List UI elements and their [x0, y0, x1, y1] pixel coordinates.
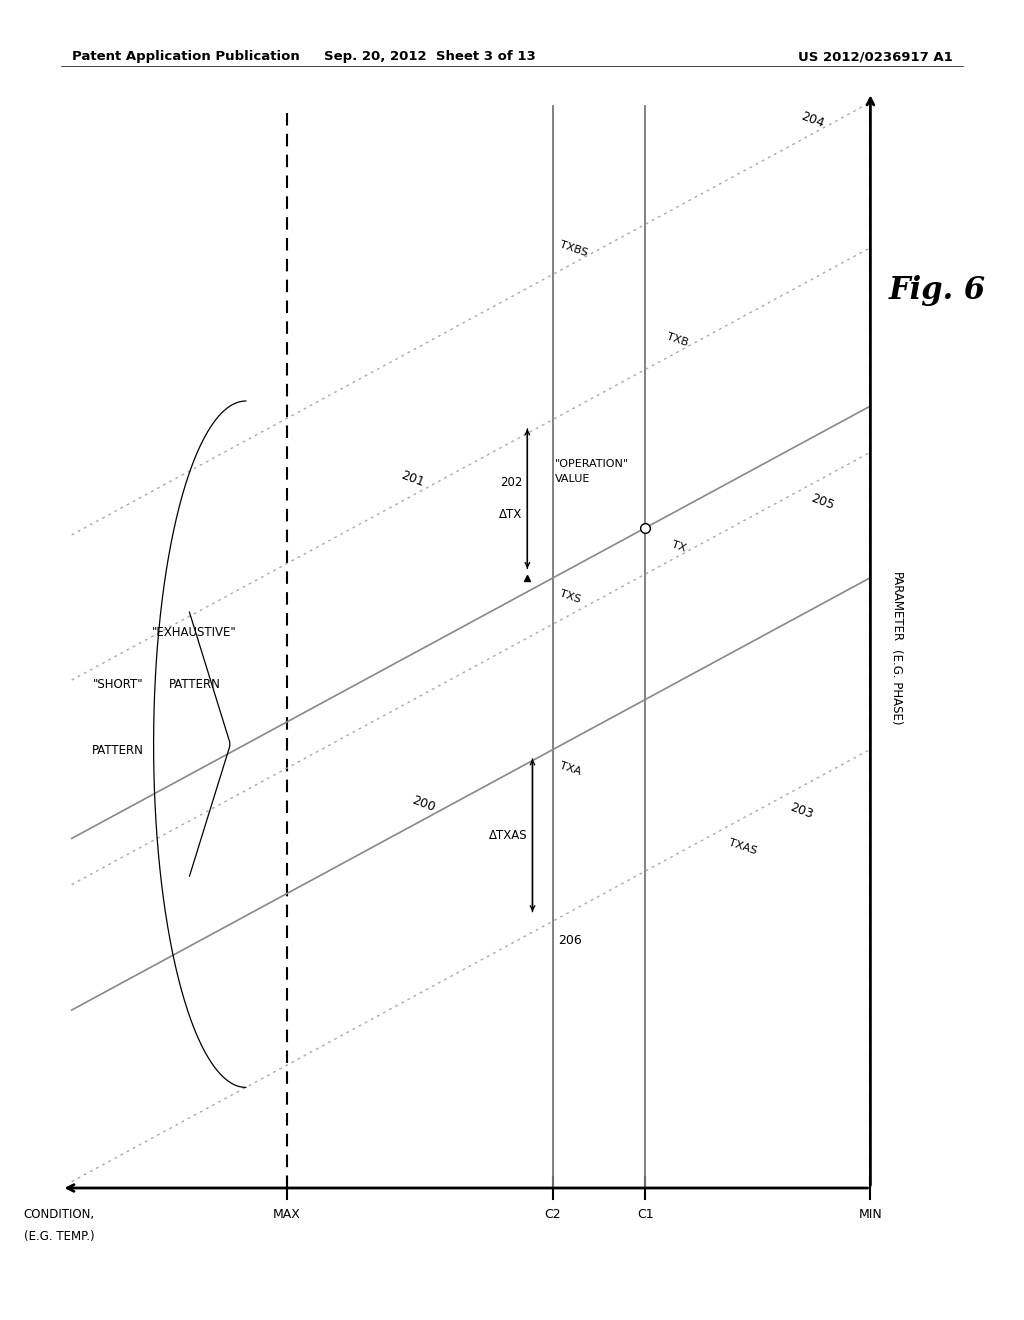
Text: MIN: MIN	[858, 1208, 883, 1221]
Text: Fig. 6: Fig. 6	[889, 275, 985, 306]
Text: Patent Application Publication: Patent Application Publication	[72, 50, 299, 63]
Text: VALUE: VALUE	[555, 474, 591, 484]
Text: ΔTXAS: ΔTXAS	[488, 829, 527, 842]
Text: TX: TX	[671, 540, 687, 554]
Text: 201: 201	[399, 469, 426, 490]
Text: "OPERATION": "OPERATION"	[555, 458, 629, 469]
Text: 202: 202	[500, 477, 522, 490]
Text: CONDITION,: CONDITION,	[24, 1208, 95, 1221]
Text: 206: 206	[558, 935, 582, 948]
Text: C2: C2	[545, 1208, 561, 1221]
Text: TXS: TXS	[558, 589, 582, 605]
Text: TXBS: TXBS	[558, 240, 589, 259]
Text: TXAS: TXAS	[727, 837, 758, 857]
Text: (E.G. PHASE): (E.G. PHASE)	[890, 648, 902, 725]
Text: PARAMETER: PARAMETER	[890, 572, 902, 643]
Text: TXB: TXB	[666, 331, 689, 348]
Text: 200: 200	[410, 793, 436, 814]
Text: US 2012/0236917 A1: US 2012/0236917 A1	[798, 50, 952, 63]
Text: Sep. 20, 2012  Sheet 3 of 13: Sep. 20, 2012 Sheet 3 of 13	[325, 50, 536, 63]
Text: C1: C1	[637, 1208, 653, 1221]
Text: PATTERN: PATTERN	[92, 744, 143, 758]
Text: "SHORT": "SHORT"	[92, 678, 143, 692]
Text: 204: 204	[799, 110, 825, 131]
Text: ΔTX: ΔTX	[499, 508, 522, 521]
Text: MAX: MAX	[272, 1208, 301, 1221]
Text: 203: 203	[788, 800, 815, 821]
Text: "EXHAUSTIVE": "EXHAUSTIVE"	[153, 626, 237, 639]
Text: PATTERN: PATTERN	[169, 678, 220, 692]
Text: (E.G. TEMP.): (E.G. TEMP.)	[25, 1230, 94, 1243]
Text: TXA: TXA	[558, 760, 582, 776]
Text: 205: 205	[809, 492, 836, 512]
